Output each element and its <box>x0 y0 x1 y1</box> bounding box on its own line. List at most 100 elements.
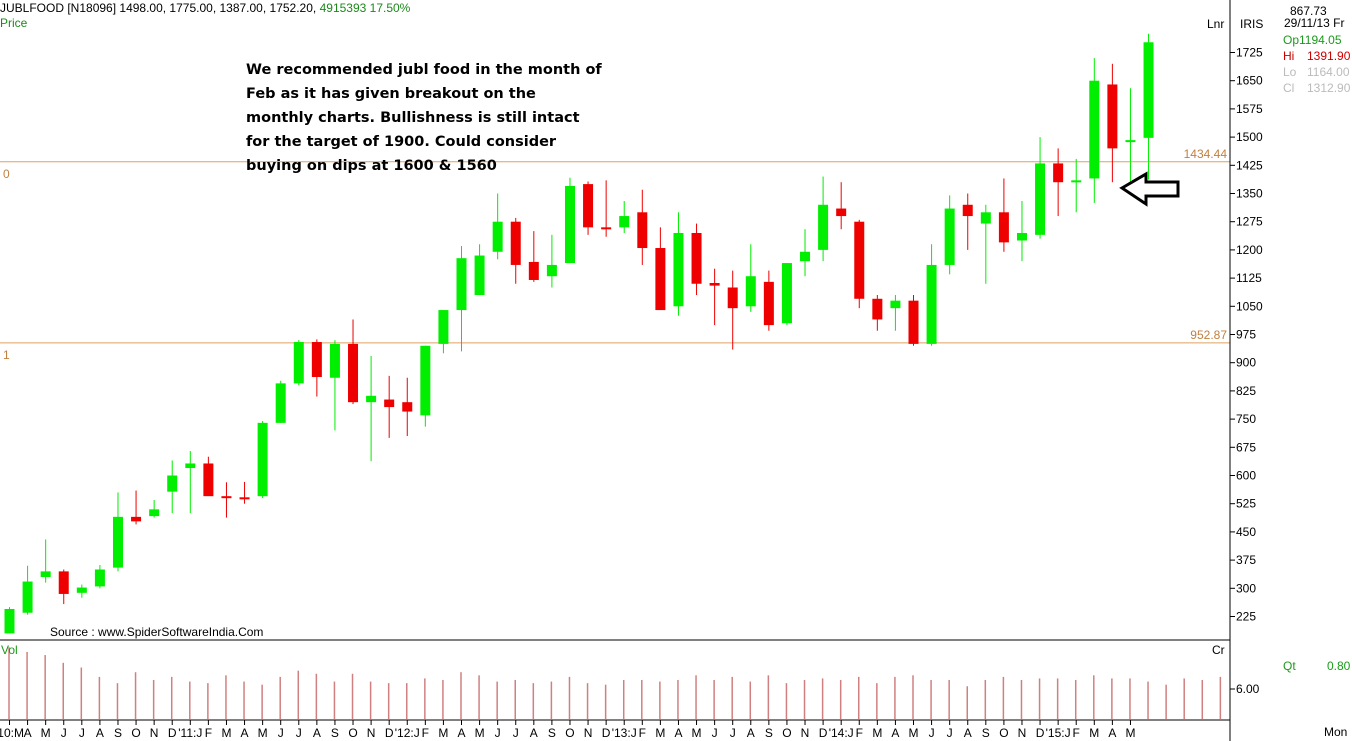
y-tick-label: 1350 <box>1236 187 1263 201</box>
candle-body <box>1107 84 1118 149</box>
x-tick-label: D <box>819 726 828 740</box>
candle-body <box>402 402 413 412</box>
y-tick-label: 1050 <box>1236 299 1263 313</box>
x-tick-label: J <box>730 726 736 740</box>
candle-body <box>4 608 15 634</box>
candle-body <box>998 212 1009 243</box>
x-tick-label: O <box>782 726 791 740</box>
candle-body <box>1089 80 1100 179</box>
candle-body <box>546 264 557 277</box>
candle-body <box>872 298 883 320</box>
x-tick-label: '10:M <box>0 726 24 740</box>
candle-body <box>709 282 720 286</box>
level-value-label: 1434.44 <box>1184 147 1228 161</box>
candle-body <box>185 463 196 468</box>
x-tick-label: M <box>692 726 702 740</box>
y-tick-label: 1200 <box>1236 243 1263 257</box>
x-tick-label: F <box>639 726 646 740</box>
indicator-label[interactable]: IRIS <box>1240 17 1264 31</box>
candle-body <box>438 310 449 344</box>
y-tick-label: 975 <box>1236 328 1256 342</box>
volume-value: 4915393 <box>319 1 367 15</box>
y-tick-label: 1275 <box>1236 215 1263 229</box>
close-value: 1312.90 <box>1307 81 1351 95</box>
y-tick-label: 375 <box>1236 553 1256 567</box>
high-label: Hi <box>1283 49 1295 63</box>
x-tick-label: N <box>1018 726 1027 740</box>
candle-body <box>474 255 485 296</box>
x-tick-label: N <box>801 726 810 740</box>
x-tick-label: J <box>278 726 284 740</box>
scale-label[interactable]: Lnr <box>1207 17 1225 31</box>
x-tick-label: F <box>422 726 429 740</box>
x-tick-label: A <box>241 726 249 740</box>
x-tick-label: M <box>1125 726 1135 740</box>
candle-body <box>329 343 340 378</box>
candle-body <box>637 212 648 249</box>
x-tick-label: D <box>1036 726 1045 740</box>
candle-body <box>167 475 178 492</box>
y-tick-label: 300 <box>1236 581 1256 595</box>
volume-bars <box>8 647 1222 719</box>
candle-body <box>619 216 630 228</box>
low-label: Lo <box>1283 65 1297 79</box>
y-tick-label: 1650 <box>1236 74 1263 88</box>
time-axis: '10:MAMJJASOND'11:JFMAMJJASOND'12:JFMAMJ… <box>0 720 1135 740</box>
y-tick-label: 1125 <box>1236 271 1262 285</box>
candle-body <box>112 516 123 568</box>
x-tick-label: '11:J <box>178 726 202 740</box>
candle-body <box>203 463 214 497</box>
candle-body <box>1071 180 1082 183</box>
candle-body <box>673 232 684 307</box>
candle-body <box>655 248 666 311</box>
qt-label: Qt <box>1283 659 1296 673</box>
x-tick-label: A <box>891 726 899 740</box>
x-tick-label: S <box>114 726 122 740</box>
y-tick-label: 225 <box>1236 610 1256 624</box>
x-tick-label: '14:J <box>829 726 854 740</box>
candle-body <box>311 342 322 377</box>
x-tick-label: J <box>61 726 67 740</box>
candle-body <box>908 300 919 344</box>
fib-levels: 1434.44 0 952.87 1 <box>0 147 1230 362</box>
candle-body <box>727 287 738 309</box>
y-tick-label: 750 <box>1236 412 1256 426</box>
x-tick-label: A <box>1108 726 1116 740</box>
candle-body <box>1016 232 1027 241</box>
candle-body <box>293 342 304 384</box>
x-tick-label: M <box>655 726 665 740</box>
x-tick-label: M <box>872 726 882 740</box>
x-tick-label: M <box>438 726 448 740</box>
x-tick-label: F <box>205 726 212 740</box>
x-tick-label: O <box>565 726 574 740</box>
x-tick-label: O <box>131 726 140 740</box>
x-tick-label: J <box>712 726 718 740</box>
candle-body <box>854 221 865 299</box>
open-label: Op <box>1283 33 1300 47</box>
candle-body <box>149 509 160 517</box>
x-tick-label: D <box>385 726 394 740</box>
panel-date: 29/11/13 Fr <box>1284 16 1345 30</box>
x-tick-label: A <box>313 726 321 740</box>
x-tick-label: M <box>258 726 268 740</box>
x-tick-label: O <box>348 726 357 740</box>
x-tick-label: A <box>530 726 538 740</box>
candle-body <box>1053 163 1064 183</box>
candle-body <box>366 395 377 403</box>
x-tick-label: '13:J <box>612 726 637 740</box>
x-tick-label: N <box>584 726 593 740</box>
candle-body <box>818 204 829 250</box>
candle-body <box>40 571 51 578</box>
x-tick-label: J <box>947 726 953 740</box>
qt-value: 0.80 <box>1327 659 1351 673</box>
y-tick-label: 900 <box>1236 356 1256 370</box>
candle-body <box>745 276 756 307</box>
close-label: Cl <box>1283 81 1295 95</box>
x-tick-label: S <box>548 726 556 740</box>
y-tick-label: 1425 <box>1236 158 1263 172</box>
price-label: Price <box>0 16 28 30</box>
x-tick-label: J <box>296 726 302 740</box>
day-label: Mon <box>1324 725 1348 739</box>
y-tick-label: 1500 <box>1236 130 1263 144</box>
